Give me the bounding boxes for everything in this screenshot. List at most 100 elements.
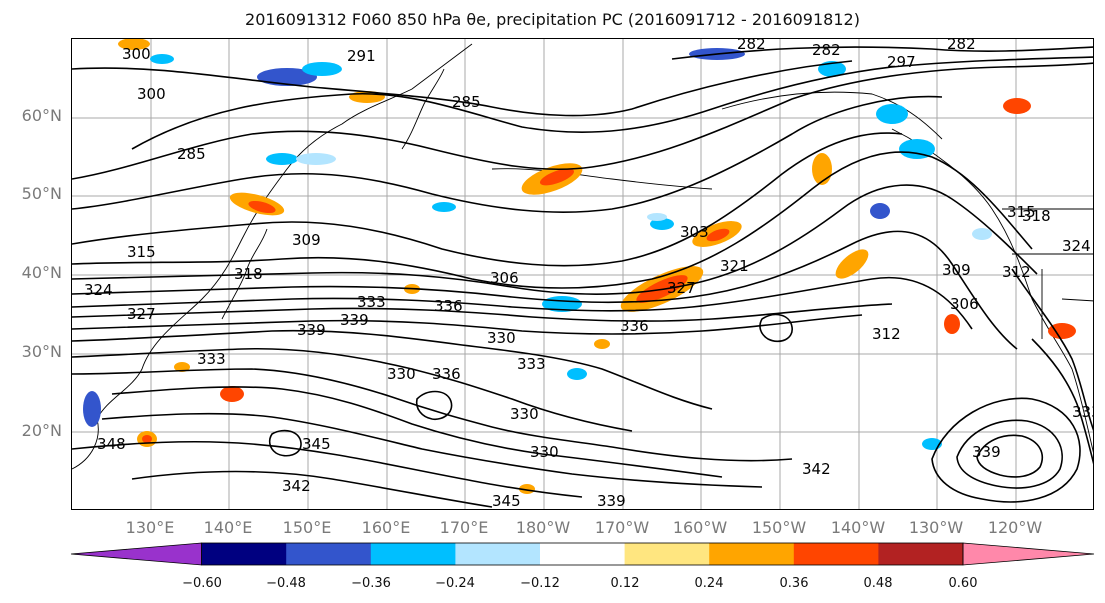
- theta-e-contour-306: [72, 151, 1033, 289]
- lon-label-170w: 170°W: [594, 518, 650, 537]
- colorbar-tick-label: −0.48: [266, 576, 306, 591]
- coastline-kamchatka: [401, 68, 445, 150]
- contour-label: 297: [887, 53, 916, 71]
- pc-positive-cell: [812, 153, 832, 185]
- theta-e-contour-closed-cell: [268, 429, 302, 457]
- contour-label: 330: [510, 405, 539, 423]
- pc-negative-cell: [302, 62, 342, 76]
- theta-e-contour-east: [1011, 268, 1093, 431]
- colorbar-tick-label: −0.24: [435, 576, 475, 591]
- lat-label-60n: 60°N: [21, 106, 62, 125]
- pc-negative-cell: [257, 68, 317, 86]
- colorbar-extend-min: [70, 542, 203, 566]
- colorbar-segment: [624, 543, 710, 565]
- contour-label: 324: [1062, 237, 1091, 255]
- pc-positive-cell: [944, 314, 960, 334]
- lon-label-150e: 150°E: [282, 518, 332, 537]
- lat-label-30n: 30°N: [21, 342, 62, 361]
- pc-negative-cell: [150, 54, 174, 64]
- colorbar-segment: [709, 543, 795, 565]
- pc-positive-cell: [174, 362, 190, 372]
- contour-label: 333: [517, 355, 546, 373]
- pc-positive-cell: [248, 200, 276, 214]
- colorbar-tick-label: 0.24: [694, 576, 724, 591]
- contour-label: 330: [530, 443, 559, 461]
- contour-label: 333: [1072, 403, 1094, 421]
- lat-label-20n: 20°N: [21, 421, 62, 440]
- colorbar-segment: [540, 543, 626, 565]
- contour-label: 339: [340, 311, 369, 329]
- pc-negative-cell: [432, 202, 456, 212]
- theta-e-contour-327: [72, 347, 633, 432]
- colorbar-tick-label: −0.60: [182, 576, 222, 591]
- theta-e-contour-312: [72, 230, 1018, 350]
- lat-label-50n: 50°N: [21, 184, 62, 203]
- theta-e-contour-339: [72, 440, 583, 498]
- pc-positive-cell: [706, 228, 730, 242]
- theta-e-contour-309: [72, 184, 1038, 295]
- contour-label: 339: [297, 321, 326, 339]
- theta-e-contour-318: [72, 303, 893, 322]
- lon-label-140e: 140°E: [203, 518, 253, 537]
- pc-negative-cell: [296, 153, 336, 165]
- contour-label: 306: [490, 269, 519, 287]
- pc-positive-cell: [1003, 98, 1031, 114]
- contour-label: 336: [620, 317, 649, 335]
- theta-e-contour-closed-cell: [415, 390, 453, 421]
- theta-e-contour-315: [72, 276, 973, 330]
- pc-negative-cell: [567, 368, 587, 380]
- lat-label-40n: 40°N: [21, 263, 62, 282]
- contour-label: 282: [812, 41, 841, 59]
- pc-negative-cell: [266, 153, 298, 165]
- contour-label: 312: [1002, 263, 1031, 281]
- pc-negative-cell: [876, 104, 908, 124]
- coastline-asia-east: [72, 43, 473, 470]
- contour-label: 333: [357, 293, 386, 311]
- contour-labels: 300 291 282 282 282 285 285 297 300 309 …: [84, 39, 1094, 510]
- theta-e-contours: [72, 46, 1093, 508]
- pc-positive-cell: [519, 484, 535, 494]
- pc-negative-cell: [899, 139, 935, 159]
- theta-e-contour-east-2: [1031, 338, 1093, 465]
- coastline-north-america-west: [891, 128, 1093, 453]
- pc-negative-cell: [870, 203, 890, 219]
- colorbar-extend-max: [962, 542, 1095, 566]
- theta-e-contour-291: [131, 56, 1093, 150]
- contour-label: 318: [1022, 207, 1051, 225]
- contour-label: 282: [947, 39, 976, 53]
- contour-label: 315: [127, 243, 156, 261]
- contour-label: 306: [950, 295, 979, 313]
- theta-e-contour-321: [72, 314, 863, 335]
- lon-label-130e: 130°E: [125, 518, 175, 537]
- contour-label: 285: [177, 145, 206, 163]
- lon-label-120w: 120°W: [987, 518, 1043, 537]
- theta-e-contour-336-closed: [956, 419, 1063, 489]
- precip-shading: [83, 39, 1076, 494]
- lon-label-180w: 180°W: [515, 518, 571, 537]
- theta-e-contour-324: [72, 329, 713, 410]
- pc-positive-cell: [118, 39, 150, 50]
- contour-label: 339: [972, 443, 1001, 461]
- pc-positive-cell: [1048, 323, 1076, 339]
- contour-label: 339: [597, 492, 626, 510]
- coastline-aleutians: [491, 168, 713, 190]
- coastlines: [72, 43, 1093, 470]
- colorbar-segment: [286, 543, 372, 565]
- colorbar-tick-label: −0.36: [351, 576, 391, 591]
- theta-e-contour-342: [131, 470, 493, 508]
- contour-label: 303: [680, 223, 709, 241]
- theta-e-contour-339-closed: [931, 397, 1081, 503]
- coastline-japan: [221, 228, 268, 320]
- map-panel: 300 291 282 282 282 285 285 297 300 309 …: [71, 38, 1094, 510]
- map-svg: 300 291 282 282 282 285 285 297 300 309 …: [72, 39, 1094, 510]
- lon-label-130w: 130°W: [908, 518, 964, 537]
- contour-label: 327: [127, 305, 156, 323]
- contour-label: 330: [487, 329, 516, 347]
- pc-positive-cell: [835, 249, 869, 279]
- contour-label: 345: [492, 492, 521, 510]
- lon-label-160e: 160°E: [361, 518, 411, 537]
- pc-shading-negative: [83, 48, 992, 450]
- contour-label: 321: [720, 257, 749, 275]
- theta-e-contour-336: [101, 412, 763, 488]
- colorbar-segment: [370, 543, 456, 565]
